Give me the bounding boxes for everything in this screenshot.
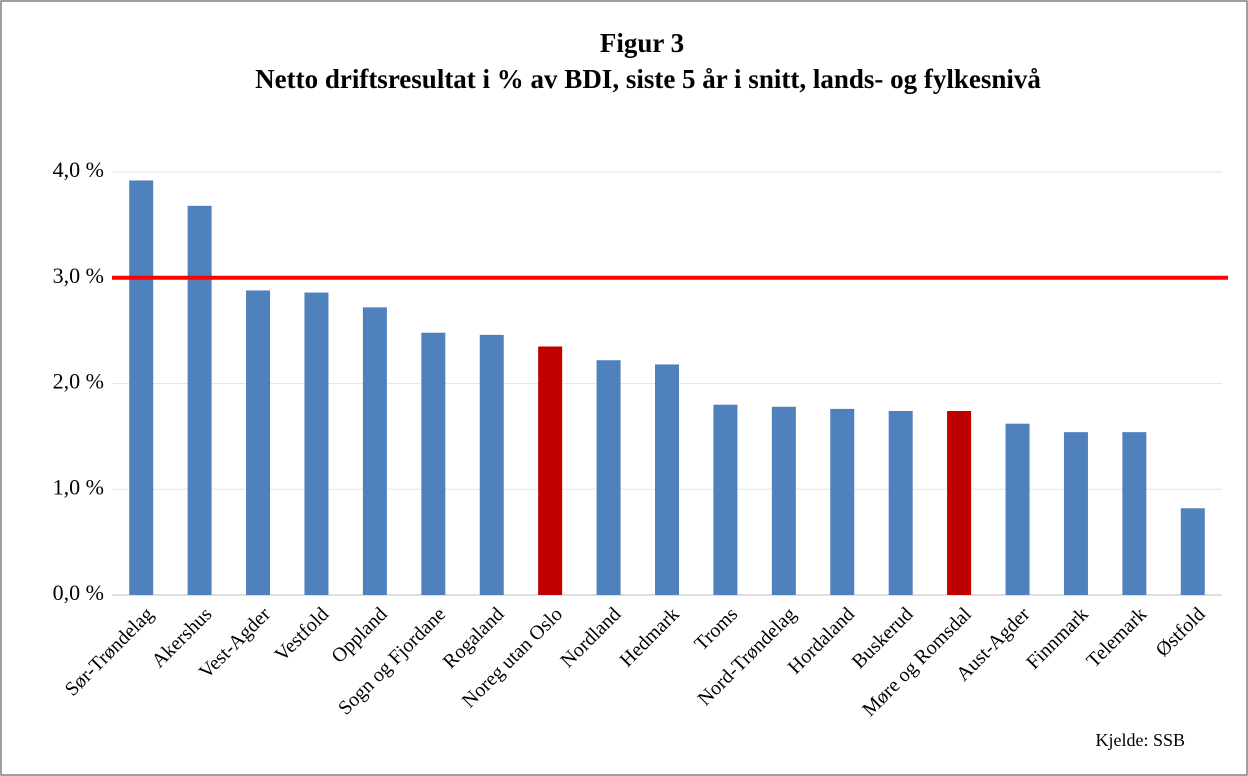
y-tick-label: 0,0 % [53, 580, 104, 605]
bar [304, 292, 329, 595]
y-tick-label: 2,0 % [53, 369, 104, 394]
y-tick-label: 3,0 % [53, 263, 104, 288]
bar [187, 205, 212, 595]
bar [1005, 423, 1030, 595]
bar [771, 406, 796, 595]
bar [1122, 432, 1147, 595]
bar [129, 180, 154, 595]
y-tick-label: 4,0 % [53, 157, 104, 182]
y-tick-label: 1,0 % [53, 474, 104, 499]
bar [713, 404, 738, 595]
bar [888, 410, 913, 595]
chart-title: Figur 3 [600, 28, 684, 58]
bar [479, 334, 504, 595]
source-note: Kjelde: SSB [1095, 730, 1185, 750]
bar [362, 307, 387, 595]
bar [538, 346, 563, 595]
chart-subtitle: Netto driftsresultat i % av BDI, siste 5… [255, 64, 1041, 94]
bar [246, 290, 271, 595]
bar [655, 364, 679, 595]
bar [1180, 508, 1205, 595]
bar [1063, 432, 1088, 595]
bar [596, 360, 621, 595]
bar [830, 408, 855, 595]
bar [947, 410, 972, 595]
bar [421, 332, 446, 595]
